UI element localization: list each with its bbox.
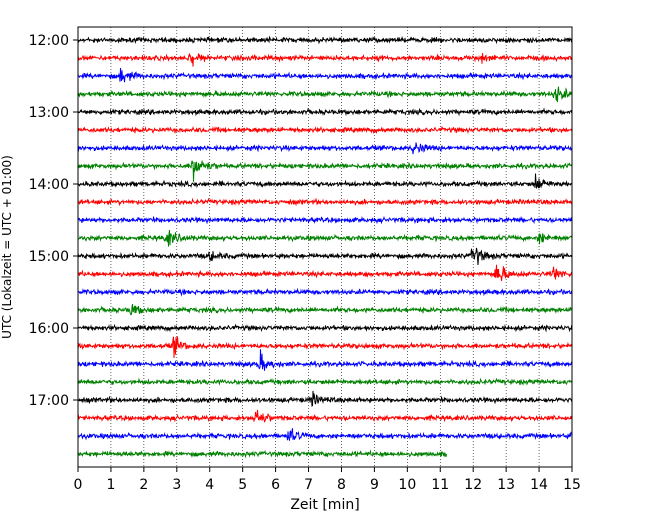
trace-1430 bbox=[77, 215, 573, 225]
x-tick-label: 13 bbox=[497, 477, 515, 493]
x-tick-label: 12 bbox=[464, 477, 482, 493]
trace-1630 bbox=[77, 349, 573, 371]
trace-1415 bbox=[77, 197, 573, 207]
trace-1300 bbox=[77, 107, 573, 117]
x-tick-label: 6 bbox=[271, 477, 280, 493]
trace-1700 bbox=[77, 390, 573, 407]
x-tick-label: 4 bbox=[205, 477, 214, 493]
trace-1245 bbox=[77, 86, 573, 103]
trace-1445 bbox=[77, 229, 573, 247]
y-tick-label: 14:00 bbox=[29, 177, 69, 193]
x-tick-label: 15 bbox=[563, 477, 581, 493]
trace-1745 bbox=[77, 449, 447, 459]
trace-1500 bbox=[77, 247, 573, 265]
y-tick-label: 17:00 bbox=[29, 393, 69, 409]
trace-1600 bbox=[77, 323, 573, 333]
x-tick-label: 9 bbox=[370, 477, 379, 493]
trace-1315 bbox=[77, 125, 573, 135]
trace-1615 bbox=[77, 336, 573, 359]
y-tick-label: 12:00 bbox=[29, 33, 69, 49]
x-tick-label: 14 bbox=[530, 477, 548, 493]
x-tick-label: 8 bbox=[337, 477, 346, 493]
x-tick-label: 11 bbox=[431, 477, 449, 493]
trace-1730 bbox=[77, 428, 573, 441]
x-axis-ticks: 0 1 2 3 4 5 6 7 8 9 10 11 12 13 14 15 bbox=[74, 467, 581, 493]
x-tick-label: 10 bbox=[398, 477, 416, 493]
trace-1545 bbox=[77, 303, 573, 316]
trace-1330 bbox=[77, 142, 573, 155]
x-tick-label: 5 bbox=[238, 477, 247, 493]
y-tick-label: 13:00 bbox=[29, 105, 69, 121]
seismic-traces bbox=[77, 35, 573, 459]
trace-1345 bbox=[77, 160, 573, 182]
trace-1715 bbox=[77, 409, 573, 423]
y-tick-label: 16:00 bbox=[29, 321, 69, 337]
trace-1215 bbox=[77, 53, 573, 67]
y-axis-ticks: 12:00 13:00 14:00 15:00 16:00 17:00 bbox=[29, 33, 78, 409]
y-axis-label: UTC (Lokalzeit = UTC + 01:00) bbox=[0, 155, 14, 339]
x-tick-label: 7 bbox=[304, 477, 313, 493]
plot-frame bbox=[77, 26, 573, 468]
x-axis-label: Zeit [min] bbox=[290, 497, 359, 513]
x-tick-label: 0 bbox=[74, 477, 83, 493]
trace-1645 bbox=[77, 377, 573, 387]
trace-1400 bbox=[77, 173, 573, 190]
y-tick-label: 15:00 bbox=[29, 249, 69, 265]
x-tick-label: 1 bbox=[106, 477, 115, 493]
trace-1200 bbox=[77, 35, 573, 45]
x-tick-label: 2 bbox=[139, 477, 148, 493]
trace-1230 bbox=[77, 67, 573, 83]
trace-1530 bbox=[77, 287, 573, 297]
grid-lines bbox=[110, 27, 540, 467]
trace-1515 bbox=[77, 264, 573, 282]
x-tick-label: 3 bbox=[172, 477, 181, 493]
